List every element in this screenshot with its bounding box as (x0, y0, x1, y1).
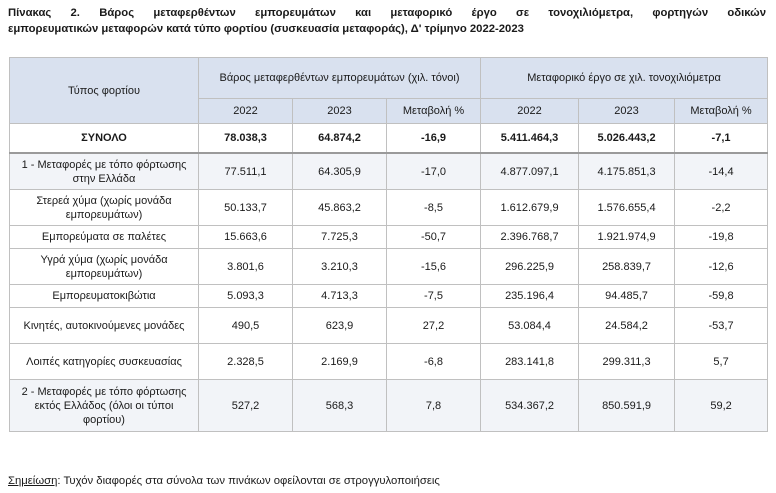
header-col: 2022 (480, 98, 580, 124)
table-row: Εμπορευματοκιβώτια 5.093,3 4.713,3 -7,5 … (9, 284, 769, 308)
cell: -8,5 (385, 189, 482, 226)
cell: 299.311,3 (578, 343, 676, 380)
freight-table: Τύπος φορτίου Βάρος μεταφερθέντων εμπορε… (9, 57, 769, 432)
table-row: 1 - Μεταφορές με τόπο φόρτωσης στην Ελλά… (9, 152, 769, 190)
table-row: Λοιπές κατηγορίες συσκευασίας 2.328,5 2.… (9, 343, 769, 380)
table-row: 2 - Μεταφορές με τόπο φόρτωσης εκτός Ελλ… (9, 379, 769, 432)
cell: -2,2 (674, 189, 769, 226)
cell: 5.093,3 (198, 284, 293, 308)
row-label: Λοιπές κατηγορίες συσκευασίας (9, 343, 199, 380)
cell: 258.839,7 (578, 248, 676, 285)
cell: -19,8 (674, 225, 769, 249)
cell: -16,9 (385, 123, 482, 154)
cell: -12,6 (674, 248, 769, 285)
cell: 15.663,6 (198, 225, 293, 249)
cell: 53.084,4 (480, 307, 580, 344)
cell: 3.801,6 (198, 248, 293, 285)
cell: 490,5 (198, 307, 293, 344)
row-label: Στερεά χύμα (χωρίς μονάδα εμπορευμάτων) (9, 189, 199, 226)
cell: 283.141,8 (480, 343, 580, 380)
row-label: Εμπορεύματα σε παλέτες (9, 225, 199, 249)
cell: 1.612.679,9 (480, 189, 580, 226)
cell: 64.305,9 (292, 152, 387, 190)
cell: 50.133,7 (198, 189, 293, 226)
cell: -50,7 (385, 225, 482, 249)
row-label: ΣΥΝΟΛΟ (9, 123, 199, 154)
cell: -7,5 (385, 284, 482, 308)
cell: 45.863,2 (292, 189, 387, 226)
row-label: 1 - Μεταφορές με τόπο φόρτωσης στην Ελλά… (9, 152, 199, 190)
footnote-text: : Τυχόν διαφορές στα σύνολα των πινάκων … (57, 475, 440, 487)
cell: 296.225,9 (480, 248, 580, 285)
cell: -59,8 (674, 284, 769, 308)
cell: 2.396.768,7 (480, 225, 580, 249)
header-col: Μεταβολή % (674, 98, 769, 124)
cell: 2.328,5 (198, 343, 293, 380)
cell: 1.576.655,4 (578, 189, 676, 226)
cell: 527,2 (198, 379, 293, 432)
footnote-label: Σημείωση (8, 475, 58, 487)
table-row: Στερεά χύμα (χωρίς μονάδα εμπορευμάτων) … (9, 189, 769, 226)
row-label: Κινητές, αυτοκινούμενες μονάδες (9, 307, 199, 344)
header-col: 2023 (292, 98, 387, 124)
table-title: Πίνακας 2. Βάρος μεταφερθέντων εμπορευμά… (8, 5, 766, 37)
cell: 4.877.097,1 (480, 152, 580, 190)
title-line-1: Πίνακας 2. Βάρος μεταφερθέντων εμπορευμά… (8, 7, 766, 19)
cell: 7,8 (385, 379, 482, 432)
cell: -53,7 (674, 307, 769, 344)
cell: 4.175.851,3 (578, 152, 676, 190)
cell: 5.411.464,3 (480, 123, 580, 154)
cell: 78.038,3 (198, 123, 293, 154)
cell: -17,0 (385, 152, 482, 190)
header-col: 2022 (198, 98, 293, 124)
cell: 1.921.974,9 (578, 225, 676, 249)
cell: 534.367,2 (480, 379, 580, 432)
header-col: Μεταβολή % (385, 98, 482, 124)
table-row: Υγρά χύμα (χωρίς μονάδα εμπορευμάτων) 3.… (9, 248, 769, 285)
table-row-total: ΣΥΝΟΛΟ 78.038,3 64.874,2 -16,9 5.411.464… (9, 123, 769, 154)
header-tonkm-group: Μεταφορικό έργο σε χιλ. τονοχιλιόμετρα (480, 57, 769, 99)
cell: -6,8 (385, 343, 482, 380)
cell: 623,9 (292, 307, 387, 344)
title-line-2: εμπορευματικών μεταφορών κατά τύπο φορτί… (8, 23, 524, 35)
cell: 850.591,9 (578, 379, 676, 432)
cell: 7.725,3 (292, 225, 387, 249)
cell: 94.485,7 (578, 284, 676, 308)
header-cargo-type: Τύπος φορτίου (9, 57, 199, 124)
cell: 235.196,4 (480, 284, 580, 308)
cell: -7,1 (674, 123, 769, 154)
header-weight-group: Βάρος μεταφερθέντων εμπορευμάτων (χιλ. τ… (197, 57, 482, 99)
cell: 5,7 (674, 343, 769, 380)
footnote: Σημείωση: Τυχόν διαφορές στα σύνολα των … (8, 474, 440, 488)
cell: 27,2 (385, 307, 482, 344)
cell: 77.511,1 (198, 152, 293, 190)
table-row: Κινητές, αυτοκινούμενες μονάδες 490,5 62… (9, 307, 769, 344)
row-label: 2 - Μεταφορές με τόπο φόρτωσης εκτός Ελλ… (9, 379, 199, 432)
cell: -15,6 (385, 248, 482, 285)
row-label: Εμπορευματοκιβώτια (9, 284, 199, 308)
row-label: Υγρά χύμα (χωρίς μονάδα εμπορευμάτων) (9, 248, 199, 285)
cell: 4.713,3 (292, 284, 387, 308)
cell: 5.026.443,2 (578, 123, 676, 154)
cell: 59,2 (674, 379, 769, 432)
cell: 3.210,3 (292, 248, 387, 285)
cell: 64.874,2 (292, 123, 387, 154)
cell: 24.584,2 (578, 307, 676, 344)
cell: -14,4 (674, 152, 769, 190)
cell: 2.169,9 (292, 343, 387, 380)
header-col: 2023 (578, 98, 676, 124)
cell: 568,3 (292, 379, 387, 432)
table-row: Εμπορεύματα σε παλέτες 15.663,6 7.725,3 … (9, 225, 769, 249)
